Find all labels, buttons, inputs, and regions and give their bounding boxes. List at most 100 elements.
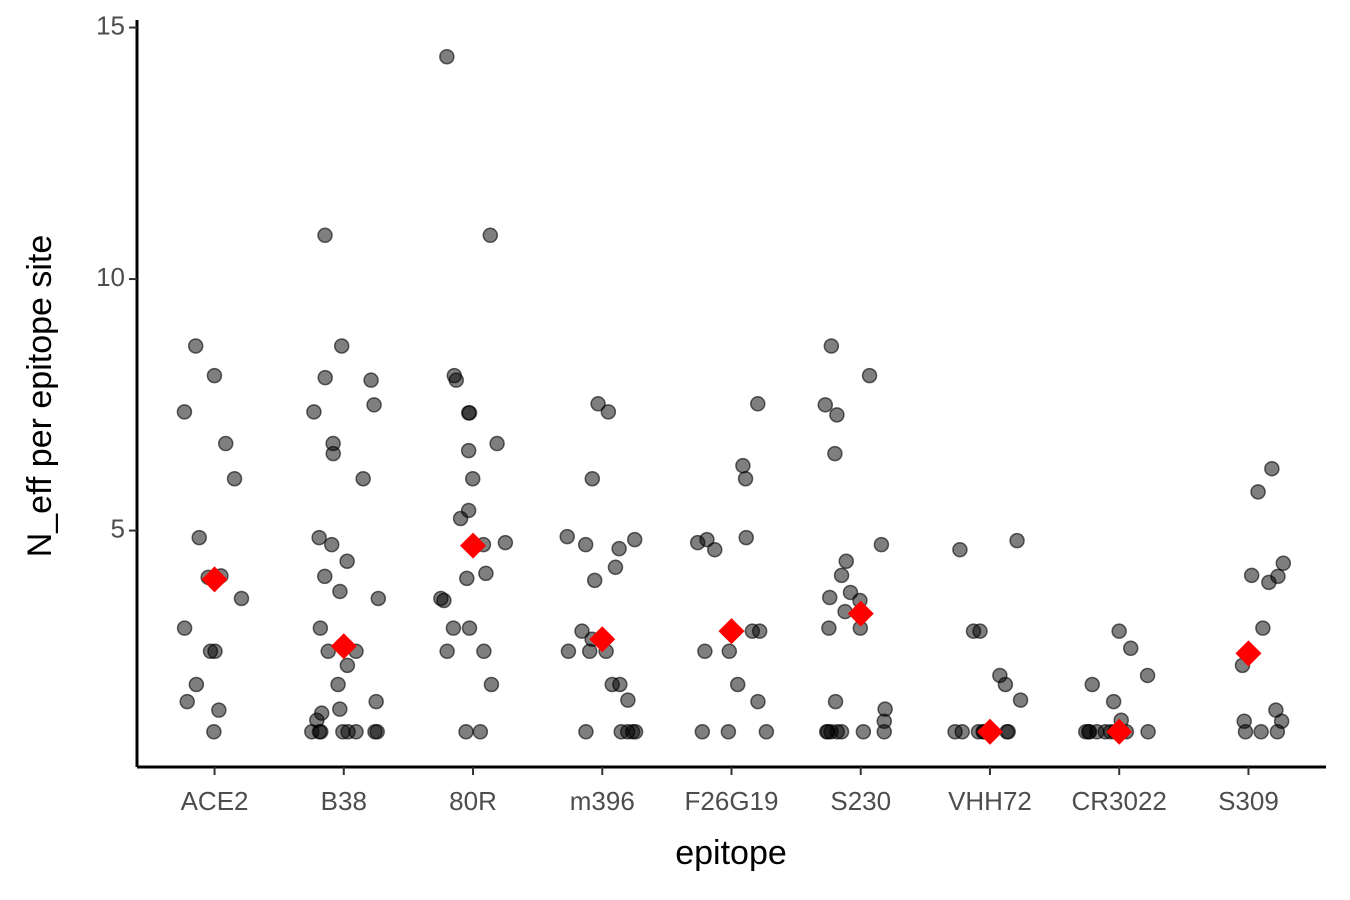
- point: [578, 724, 594, 740]
- point: [833, 567, 850, 584]
- point: [460, 442, 477, 459]
- point: [1012, 692, 1029, 708]
- point: [827, 445, 843, 462]
- point: [729, 676, 746, 693]
- point: [707, 541, 723, 558]
- point: [574, 623, 590, 639]
- x-tick-label: CR3022: [1072, 786, 1167, 816]
- point: [855, 724, 872, 740]
- point: [446, 367, 463, 384]
- point: [751, 623, 768, 639]
- point: [1275, 555, 1292, 572]
- point: [560, 643, 577, 660]
- point: [191, 529, 207, 546]
- point: [818, 724, 835, 740]
- point: [600, 404, 617, 420]
- point: [478, 565, 494, 582]
- x-axis-title: epitope: [675, 834, 787, 872]
- point: [817, 397, 834, 413]
- point: [972, 623, 988, 639]
- point: [445, 620, 462, 636]
- x-tick-label: VHH72: [948, 786, 1032, 816]
- point: [750, 396, 766, 412]
- point: [720, 724, 737, 740]
- point: [320, 643, 336, 660]
- point: [947, 724, 963, 740]
- x-tick-label: 80R: [449, 786, 497, 816]
- point: [176, 620, 193, 636]
- point: [366, 397, 382, 413]
- point: [873, 536, 890, 553]
- point: [822, 589, 838, 606]
- x-tick-label: ACE2: [181, 786, 249, 816]
- point: [750, 693, 766, 710]
- mean-marker: [589, 626, 616, 653]
- point: [439, 48, 455, 65]
- x-tick-label: B38: [321, 786, 367, 816]
- point: [325, 435, 341, 452]
- point: [577, 536, 594, 553]
- mean-marker: [976, 718, 1003, 745]
- y-axis-title: N_eff per epitope site: [21, 235, 59, 558]
- point: [460, 405, 477, 421]
- point: [206, 367, 223, 384]
- point: [332, 701, 348, 717]
- mean-marker: [330, 633, 357, 660]
- point: [607, 559, 624, 576]
- point: [339, 553, 355, 570]
- mean-marker: [1106, 718, 1133, 745]
- y-tick-label: 5: [111, 513, 125, 543]
- point: [694, 724, 711, 740]
- point: [369, 724, 385, 740]
- point: [323, 536, 340, 553]
- mean-marker: [718, 618, 745, 645]
- point: [206, 724, 222, 740]
- y-tick-label: 15: [96, 10, 125, 40]
- point: [188, 676, 205, 693]
- point: [439, 643, 455, 660]
- point: [738, 529, 754, 546]
- point: [459, 570, 475, 587]
- point: [1140, 724, 1156, 740]
- point: [590, 396, 606, 412]
- point: [1084, 676, 1100, 693]
- point: [1264, 460, 1280, 477]
- point: [584, 471, 601, 487]
- point: [472, 724, 489, 740]
- point: [207, 643, 223, 660]
- mean-marker: [847, 600, 874, 627]
- point: [624, 724, 641, 740]
- point: [489, 435, 505, 452]
- x-tick-label: S309: [1218, 786, 1279, 816]
- x-tick-label: F26G19: [685, 786, 779, 816]
- point: [821, 620, 837, 636]
- point: [335, 724, 351, 740]
- point: [476, 643, 492, 660]
- point: [460, 502, 477, 519]
- point: [1111, 623, 1127, 639]
- point: [317, 568, 333, 585]
- point: [1243, 567, 1260, 584]
- point: [1122, 640, 1139, 657]
- point: [861, 367, 878, 384]
- point: [187, 338, 204, 354]
- point: [1105, 693, 1122, 710]
- point: [497, 534, 514, 551]
- y-tick-label: 10: [96, 262, 125, 292]
- point: [333, 338, 350, 354]
- x-tick-label: m396: [570, 786, 635, 816]
- point: [1253, 724, 1269, 740]
- point: [1009, 532, 1025, 549]
- point: [458, 724, 474, 740]
- point: [433, 590, 449, 607]
- point: [370, 590, 387, 607]
- point: [176, 404, 193, 420]
- point: [842, 584, 859, 601]
- point: [838, 553, 854, 570]
- point: [317, 369, 333, 386]
- point: [313, 705, 330, 721]
- point: [559, 528, 575, 545]
- mean-marker: [201, 566, 228, 593]
- point: [317, 227, 333, 244]
